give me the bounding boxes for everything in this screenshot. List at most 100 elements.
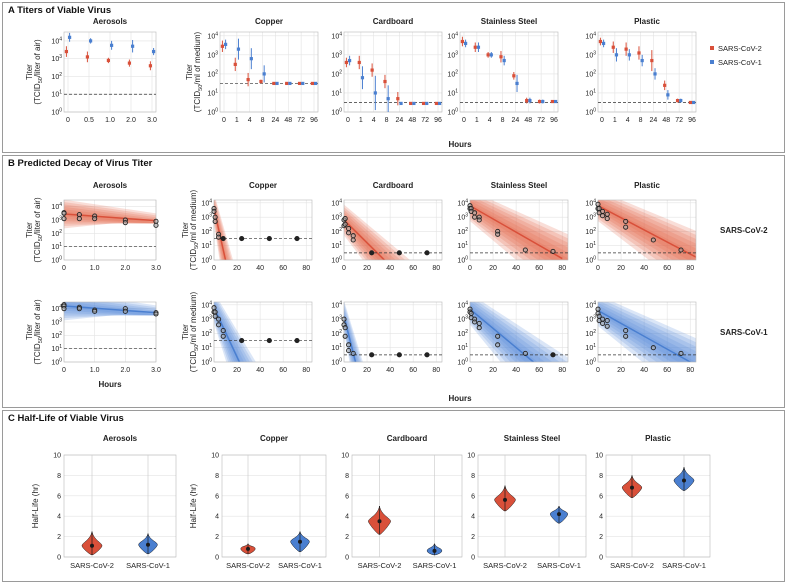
b-copper-cov1-ytick: 103	[201, 315, 212, 324]
a-copper-point	[285, 81, 289, 86]
b-plastic-cov1-point	[604, 318, 610, 324]
a-plastic-xtick: 72	[675, 117, 683, 124]
c-aerosols-ylabel: Half-Life (hr)	[31, 483, 40, 528]
b-surface-ylabel-cov1-title: Titer	[181, 324, 190, 340]
a-stainless-steel-point	[489, 53, 493, 57]
a-cardboard-point	[357, 60, 361, 65]
a-aerosols-ytick: 104	[51, 36, 62, 45]
b-plastic-cov1-xtick: 0	[596, 367, 600, 374]
b-copper-cov2-point	[294, 236, 300, 242]
a-aerosols-ylabel-title: Titer	[25, 64, 34, 80]
b-aerosols-cov1-ytick: 104	[51, 304, 62, 313]
c-aerosols-ytick: 4	[57, 514, 61, 521]
b-copper-cov2-xtick: 60	[279, 265, 287, 272]
a-copper-point	[272, 81, 276, 86]
c-plastic-median	[630, 485, 634, 490]
b-plastic-cov2-point	[600, 208, 606, 214]
c-aerosols-frame	[63, 454, 177, 558]
b-copper-cov1-point	[220, 328, 226, 334]
c-stainless-steel-ytick: 4	[471, 514, 475, 521]
b-plastic-cov2-point	[650, 237, 656, 243]
b-copper-cov1-point	[212, 313, 218, 319]
b-stainless-steel-cov1-xtick: 80	[558, 367, 566, 374]
b-copper-cov1-point	[211, 305, 217, 311]
b-aerosols-cov1-xtick: 0	[62, 367, 66, 374]
b-copper-cov1-point	[216, 322, 222, 328]
b-stainless-steel-cov1-point	[468, 310, 474, 316]
b-plastic-cov2-ytick: 101	[585, 241, 596, 250]
b-stainless-steel-cov1-xtick: 60	[535, 367, 543, 374]
a-surface-ylabel-unit: (TCID50/ml of medium)	[193, 31, 204, 112]
b-surface-ylabel-cov1: Titer(TCID50/ml of medium)	[181, 291, 200, 372]
b-aerosols-ylabel-cov1: Titer(TCID50/liter of air)	[25, 299, 44, 365]
c-copper-xtick: SARS-CoV-2	[226, 561, 270, 570]
a-aerosols-ytick: 100	[51, 108, 62, 117]
a-copper-ytick: 102	[207, 69, 218, 78]
c-plastic-ytick: 6	[599, 493, 603, 500]
a-plastic-point	[650, 58, 654, 63]
b-plastic-cov1-band-layer	[598, 302, 696, 362]
b-cardboard-cov1-point	[342, 325, 348, 331]
c-copper-title: Copper	[260, 434, 288, 443]
panel-b-frame	[2, 155, 785, 408]
a-cardboard-point	[425, 101, 429, 106]
c-stainless-steel-ytick: 2	[471, 534, 475, 541]
b-aerosols-cov1-band-layer	[64, 302, 156, 321]
c-copper-ytick: 4	[215, 514, 219, 521]
b-cardboard-cov1-band-layer	[344, 311, 358, 362]
a-cardboard-ytick: 101	[331, 88, 342, 97]
b-row-label-cov2: SARS-CoV-2	[720, 226, 768, 235]
a-aerosols-ytick: 101	[51, 90, 62, 99]
b-aerosols-cov2-point	[92, 216, 98, 222]
b-plastic-cov2-point	[604, 216, 610, 222]
b-cardboard-cov2-point	[342, 221, 348, 227]
b-aerosols-cov2-point	[61, 216, 67, 222]
a-stainless-steel-point	[541, 99, 545, 104]
b-stainless-steel-cov2-point	[495, 231, 501, 237]
a-copper-xtick: 0	[222, 117, 226, 124]
a-copper-point	[314, 81, 318, 86]
a-cardboard-ytick: 100	[331, 108, 342, 117]
a-aerosols-point	[68, 35, 72, 39]
b-copper-cov1-xtick: 20	[233, 367, 241, 374]
b-aerosols-ylabel-cov2: Titer(TCID50/liter of air)	[25, 197, 44, 263]
a-aerosols-ylabel-unit: (TCID50/liter of air)	[33, 39, 44, 105]
b-cardboard-cov1-point	[342, 333, 348, 339]
b-copper-cov1-band-layer	[214, 302, 250, 362]
a-copper-ytick: 100	[207, 108, 218, 117]
b-aerosols-cov2-point	[61, 210, 67, 216]
b-cardboard-cov1-frame	[343, 301, 443, 363]
legend-label: SARS-CoV-2	[718, 44, 762, 53]
b-plastic-cov2-xtick: 80	[686, 265, 694, 272]
b-plastic-cov1-ytick: 103	[585, 315, 596, 324]
c-aerosols-title: Aerosols	[103, 434, 138, 443]
a-copper-ytick: 101	[207, 88, 218, 97]
b-stainless-steel-cov2-band-layer	[470, 200, 568, 260]
a-stainless-steel-ytick: 101	[447, 88, 458, 97]
a-cardboard-point	[383, 79, 387, 84]
b-cardboard-cov2-fit-line	[344, 219, 385, 260]
b-plastic-cov2-ytick: 102	[585, 227, 596, 236]
b-copper-cov2-fit-band	[214, 200, 234, 260]
a-cardboard-point	[396, 97, 400, 101]
b-copper-cov1-point	[220, 333, 226, 339]
a-stainless-steel-xtick: 4	[488, 117, 492, 124]
b-cardboard-cov1-point	[369, 352, 375, 358]
b-cardboard-cov2-band-layer	[344, 214, 392, 260]
c-copper-ytick: 2	[215, 534, 219, 541]
b-copper-cov2-band-layer	[214, 200, 231, 260]
panel-a-frame	[2, 2, 785, 153]
b-copper-cov1-point	[294, 338, 300, 344]
b-plastic-cov1-band-layer	[598, 302, 696, 362]
a-plastic-point	[688, 100, 692, 105]
b-stainless-steel-cov1-band-layer	[470, 302, 560, 362]
b-cardboard-cov2-ytick: 102	[331, 227, 342, 236]
b-copper-cov2-xtick: 0	[212, 265, 216, 272]
b-stainless-steel-cov1-ytick: 102	[457, 329, 468, 338]
b-aerosols-cov2-point	[76, 216, 82, 222]
b-stainless-steel-cov2-fit-line	[470, 205, 563, 260]
b-plastic-cov1-ytick: 100	[585, 358, 596, 367]
c-cardboard-ytick: 6	[345, 493, 349, 500]
a-copper-point	[310, 81, 314, 86]
b-plastic-cov2-xtick: 0	[596, 265, 600, 272]
